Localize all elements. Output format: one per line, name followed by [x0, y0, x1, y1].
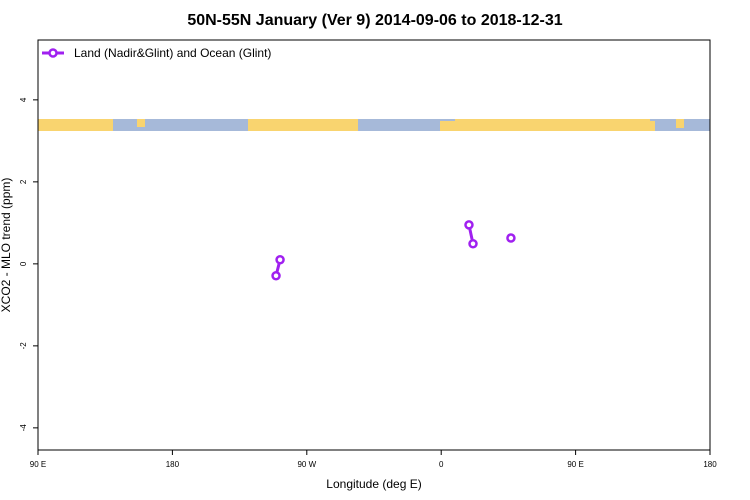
y-tick-label: 2: [19, 179, 28, 184]
x-tick-label: 180: [703, 460, 717, 469]
x-tick-label: 90 E: [567, 460, 583, 469]
plot-frame: [37, 39, 711, 451]
x-tick-label: 90 E: [30, 460, 46, 469]
y-tick-label: -2: [19, 342, 28, 350]
chart-title: 50N-55N January (Ver 9) 2014-09-06 to 20…: [187, 12, 562, 29]
legend-label: Land (Nadir&Glint) and Ocean (Glint): [74, 46, 271, 60]
series-line: [276, 225, 511, 276]
y-tick-label: 0: [19, 261, 28, 266]
y-tick-label: 4: [19, 97, 28, 102]
point: [468, 239, 478, 249]
y-tick-label: -4: [19, 424, 28, 432]
x-tick-label: 180: [166, 460, 180, 469]
x-tick-label: 0: [439, 460, 444, 469]
point: [506, 233, 516, 243]
legend-marker: [48, 48, 58, 58]
point: [275, 255, 285, 265]
point: [271, 271, 281, 281]
y-axis-label: XCO2 - MLO trend (ppm): [0, 178, 13, 313]
land-ocean-strip: [38, 119, 710, 131]
x-axis-label: Longitude (deg E): [326, 477, 421, 491]
x-tick-label: 90 W: [297, 460, 316, 469]
point: [464, 220, 474, 230]
